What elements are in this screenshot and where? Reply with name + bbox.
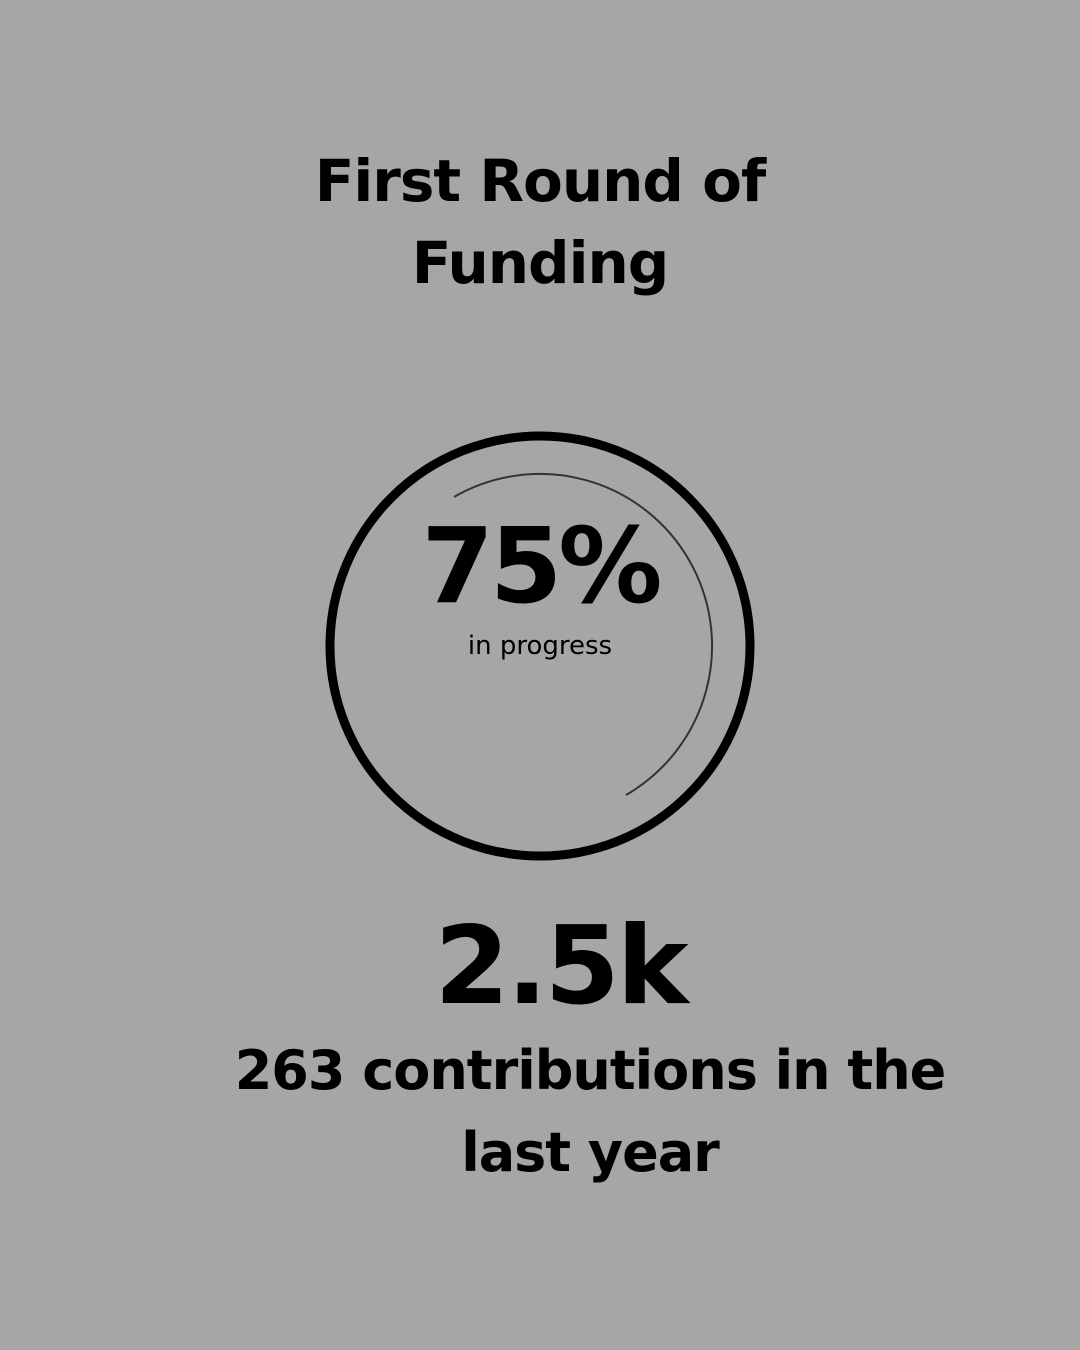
page-title: First Round of Funding <box>240 140 840 304</box>
stat-caption-line-1: 263 contributions in the <box>234 1039 947 1102</box>
title-line-2: Funding <box>411 229 670 297</box>
progress-ring-outer <box>325 431 755 861</box>
progress-caption: in progress <box>467 631 613 661</box>
progress-ring <box>325 431 755 861</box>
title-line-1: First Round of <box>314 147 766 215</box>
stat-value: 2.5k <box>434 904 688 1029</box>
progress-ring-inner-arc <box>453 472 714 796</box>
stat-caption: 263 contributions in the last year <box>190 1030 990 1194</box>
progress-percent: 75% <box>421 505 663 627</box>
stat-caption-line-2: last year <box>461 1121 720 1184</box>
progress-gauge: 75% in progress <box>318 424 762 868</box>
